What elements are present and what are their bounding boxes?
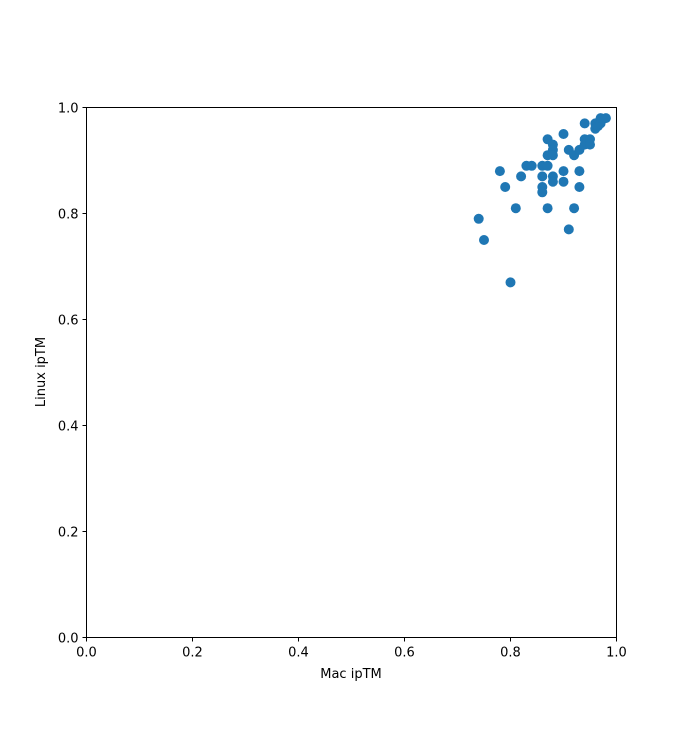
data-point bbox=[537, 187, 548, 198]
data-point bbox=[574, 166, 585, 177]
x-axis-label: Mac ipTM bbox=[320, 667, 381, 682]
data-point bbox=[585, 139, 595, 150]
data-point bbox=[558, 166, 569, 177]
x-tick-label: 0.4 bbox=[288, 646, 309, 661]
data-point bbox=[558, 129, 569, 139]
data-point bbox=[494, 166, 505, 177]
data-point bbox=[558, 176, 569, 187]
y-tick-label: 0.6 bbox=[58, 314, 79, 329]
y-axis-label: Linux ipTM bbox=[34, 337, 49, 407]
data-point bbox=[563, 224, 574, 235]
data-point bbox=[579, 118, 590, 129]
x-tick-label: 0.2 bbox=[182, 646, 203, 661]
y-tick-label: 0.8 bbox=[58, 208, 79, 223]
y-tick-label: 0.0 bbox=[58, 632, 79, 647]
data-point bbox=[547, 176, 558, 187]
data-point bbox=[600, 113, 611, 124]
data-point bbox=[516, 171, 527, 182]
data-point bbox=[526, 160, 537, 171]
x-tick-label: 0.8 bbox=[500, 646, 521, 661]
data-point bbox=[569, 203, 580, 214]
data-point bbox=[479, 235, 489, 245]
y-tick-label: 0.4 bbox=[58, 420, 79, 435]
data-point bbox=[510, 203, 521, 214]
y-tick-label: 0.2 bbox=[58, 526, 79, 541]
x-tick-label: 0.6 bbox=[394, 646, 415, 661]
data-point bbox=[547, 150, 558, 161]
data-point bbox=[542, 203, 553, 214]
x-tick-label: 1.0 bbox=[606, 646, 627, 661]
y-axis: 0.0 0.2 0.4 0.6 0.8 1.0 bbox=[58, 102, 87, 647]
y-tick-label: 1.0 bbox=[58, 102, 79, 117]
x-axis: 0.0 0.2 0.4 0.6 0.8 1.0 bbox=[76, 637, 627, 661]
data-point bbox=[473, 213, 484, 224]
data-point bbox=[537, 171, 548, 182]
data-point bbox=[500, 182, 511, 192]
data-point bbox=[505, 277, 516, 288]
x-tick-label: 0.0 bbox=[76, 646, 97, 661]
plot-frame bbox=[86, 107, 617, 638]
points-layer bbox=[473, 113, 611, 288]
data-point bbox=[574, 182, 585, 192]
data-point bbox=[542, 160, 553, 171]
